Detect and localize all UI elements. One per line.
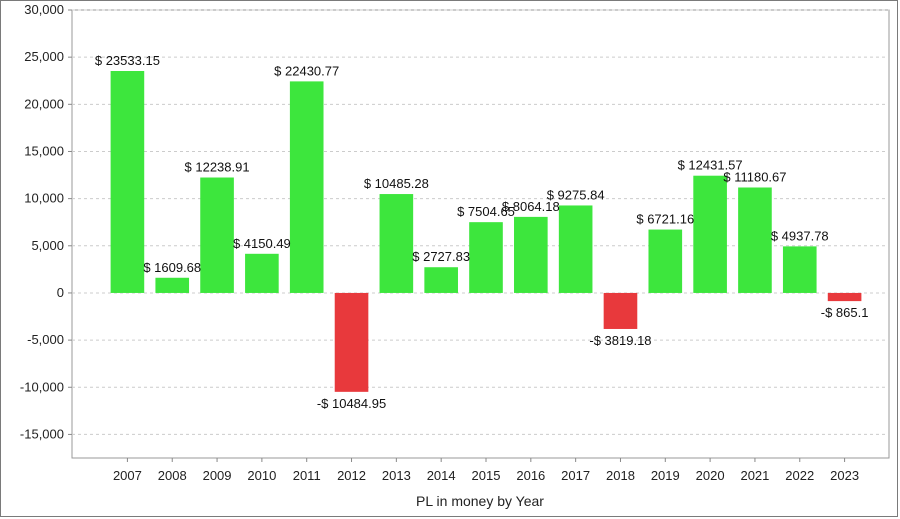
bar bbox=[558, 205, 593, 293]
data-label: $ 11180.67 bbox=[723, 169, 786, 184]
x-tick-label: 2007 bbox=[113, 468, 142, 483]
x-tick-label: 2014 bbox=[427, 468, 456, 483]
y-tick-label: 25,000 bbox=[24, 49, 64, 64]
y-axis-tick-labels: -15,000 -10,000 -5,000 0 5,000 10,000 15,000 20… bbox=[20, 2, 64, 441]
x-tick-label: 2021 bbox=[740, 468, 769, 483]
data-label: $ 23533.15 bbox=[95, 53, 160, 68]
x-tick-label: 2010 bbox=[247, 468, 276, 483]
bar bbox=[245, 253, 279, 293]
data-label: $ 22430.77 bbox=[274, 63, 339, 78]
x-axis-tick-labels: 2007 2008 2009 2010 2011 2012 2013 2014 2015 2016… bbox=[113, 458, 859, 483]
data-label: $ 7504.65 bbox=[457, 204, 515, 219]
y-tick-label: -10,000 bbox=[20, 379, 64, 394]
bar bbox=[424, 267, 458, 293]
bar bbox=[827, 292, 862, 302]
y-tick-label: 30,000 bbox=[24, 2, 64, 17]
bar bbox=[648, 229, 683, 293]
bar bbox=[334, 292, 369, 392]
x-tick-label: 2011 bbox=[293, 468, 321, 483]
bar bbox=[603, 292, 638, 329]
bars bbox=[110, 70, 862, 392]
bar bbox=[379, 194, 414, 293]
data-label: $ 2727.83 bbox=[412, 249, 470, 264]
bar bbox=[469, 222, 503, 293]
data-label: $ 4937.78 bbox=[771, 228, 829, 243]
data-label: $ 1609.68 bbox=[143, 260, 201, 275]
data-label: $ 6721.16 bbox=[636, 212, 694, 227]
data-label: -$ 10484.95 bbox=[317, 396, 386, 411]
x-tick-label: 2017 bbox=[561, 468, 590, 483]
y-tick-label: 15,000 bbox=[24, 143, 64, 158]
x-tick-label: 2008 bbox=[158, 468, 187, 483]
data-label: $ 8064.18 bbox=[502, 199, 560, 214]
x-tick-label: 2018 bbox=[606, 468, 635, 483]
data-label: $ 12431.57 bbox=[678, 158, 743, 173]
y-tick-label: 20,000 bbox=[24, 96, 64, 111]
data-label: $ 4150.49 bbox=[233, 236, 291, 251]
x-tick-label: 2012 bbox=[337, 468, 366, 483]
x-tick-label: 2015 bbox=[472, 468, 501, 483]
bar bbox=[738, 187, 772, 293]
y-tick-label: -15,000 bbox=[20, 426, 64, 441]
x-tick-label: 2013 bbox=[382, 468, 411, 483]
bar bbox=[514, 216, 548, 293]
data-label: -$ 865.1 bbox=[821, 305, 869, 320]
x-tick-label: 2022 bbox=[785, 468, 814, 483]
x-tick-label: 2023 bbox=[830, 468, 859, 483]
y-tick-label: -5,000 bbox=[27, 332, 64, 347]
x-axis-title: PL in money by Year bbox=[416, 493, 544, 509]
y-tick-label: 5,000 bbox=[31, 238, 64, 253]
data-label: $ 9275.84 bbox=[547, 187, 605, 202]
x-tick-label: 2016 bbox=[516, 468, 545, 483]
bar bbox=[200, 177, 234, 293]
y-tick-label: 0 bbox=[57, 285, 64, 300]
x-tick-label: 2020 bbox=[696, 468, 725, 483]
x-tick-label: 2019 bbox=[651, 468, 680, 483]
y-tick-label: 10,000 bbox=[24, 191, 64, 206]
data-label: -$ 3819.18 bbox=[589, 333, 651, 348]
bar bbox=[289, 81, 324, 293]
data-label: $ 12238.91 bbox=[185, 160, 250, 175]
bar bbox=[155, 277, 190, 293]
bar bbox=[782, 246, 817, 293]
data-label: $ 10485.28 bbox=[364, 176, 429, 191]
bar bbox=[110, 70, 145, 293]
data-labels: $ 23533.15 $ 1609.68 $ 12238.91 $ 4150.49 $ … bbox=[95, 53, 869, 411]
bar bbox=[693, 175, 727, 293]
x-tick-label: 2009 bbox=[203, 468, 232, 483]
